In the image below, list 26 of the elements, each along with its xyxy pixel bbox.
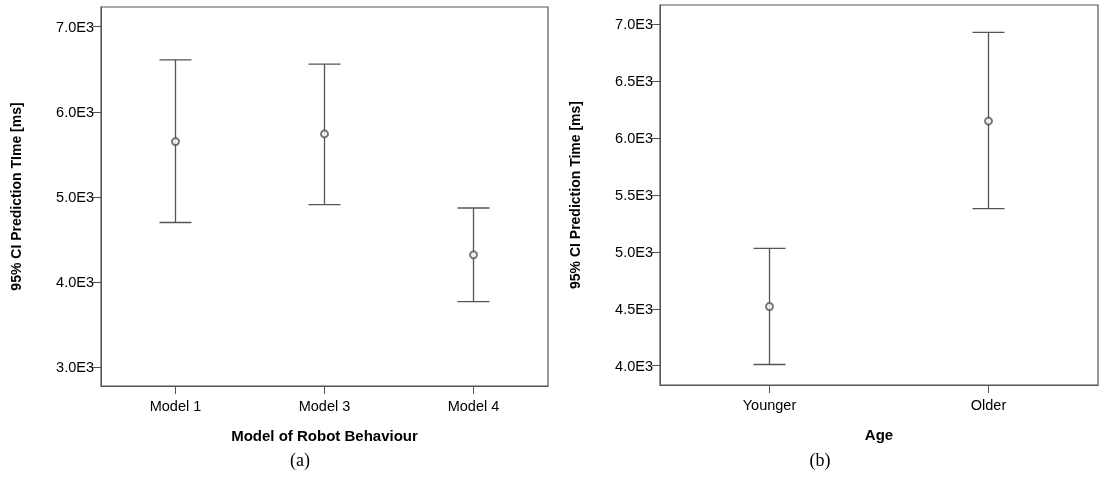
text: (b) xyxy=(808,450,832,472)
x-tick-label: Younger xyxy=(742,396,797,413)
x-axis-title: Model of Robot Behaviour xyxy=(231,427,418,444)
point xyxy=(469,250,478,260)
y-tick-label: 6.0E3 xyxy=(56,103,94,120)
y-tick-label: 5.5E3 xyxy=(615,187,653,203)
x-tick-label: Model 4 xyxy=(447,397,500,414)
x-tick-label: Model 3 xyxy=(298,397,351,414)
y-tick-label: 6.5E3 xyxy=(615,73,653,90)
text: (a) xyxy=(289,450,311,472)
y-tick-label: 3.0E3 xyxy=(56,359,94,376)
y-tick-label: 4.0E3 xyxy=(615,357,653,374)
y-tick-label: 5.0E3 xyxy=(56,188,94,205)
y-tick-label: 5.0E3 xyxy=(615,243,653,260)
y-axis-title: 95% CI Prediction TIme [ms] xyxy=(8,102,24,291)
y-tick-label: 7.0E3 xyxy=(56,18,94,35)
y-tick-label: 7.0E3 xyxy=(615,16,653,33)
x-axis-title: Age xyxy=(864,426,894,443)
y-axis-title: 95% CI Prediction Time [ms] xyxy=(567,100,583,290)
y-tick-label: 6.0E3 xyxy=(615,130,653,147)
y-tick-label: 4.5E3 xyxy=(615,300,653,317)
x-tick-label: Older xyxy=(970,396,1007,413)
point xyxy=(320,129,329,139)
y-tick-label: 4.0E3 xyxy=(56,274,94,291)
x-tick-label: Model 1 xyxy=(149,397,202,414)
point xyxy=(171,137,180,147)
